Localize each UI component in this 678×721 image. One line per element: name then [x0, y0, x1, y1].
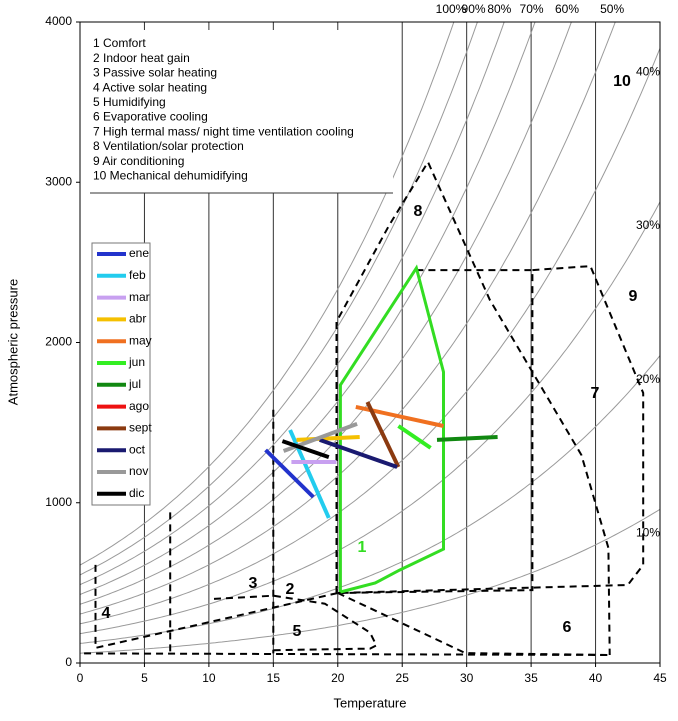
legend-label: nov [129, 464, 148, 478]
rh-label: 60% [555, 2, 579, 16]
zone-label: 3 [249, 575, 258, 592]
rh-label: 80% [487, 2, 511, 16]
zone-label: 9 [629, 288, 638, 305]
legend-label: ago [129, 399, 149, 413]
zone-legend-item: 4 Active solar heating [93, 80, 207, 94]
legend-label: feb [129, 268, 146, 282]
zone-label: 4 [102, 605, 111, 622]
legend-label: oct [129, 442, 146, 456]
y-tick-label: 1000 [45, 495, 72, 509]
rh-label: 50% [600, 2, 624, 16]
x-tick-label: 40 [589, 671, 603, 685]
zone-legend-item: 9 Air conditioning [93, 154, 184, 168]
x-tick-label: 20 [331, 671, 345, 685]
month-line [397, 424, 432, 450]
zone-label: 6 [563, 619, 572, 636]
rh-curve [80, 22, 572, 605]
rh-label: 70% [520, 2, 544, 16]
month-line [319, 438, 398, 469]
rh-curve [80, 508, 660, 654]
zone-outline [337, 269, 534, 594]
legend-label: ene [129, 246, 149, 260]
rh-label: 20% [636, 372, 660, 386]
zone-legend-item: 5 Humidifying [93, 95, 166, 109]
zone-outline [213, 594, 378, 652]
legend-label: dic [129, 486, 144, 500]
comfort-label: 1 [358, 539, 367, 556]
month-legend-box [91, 242, 151, 506]
rh-curve [80, 22, 505, 586]
x-tick-label: 45 [653, 671, 667, 685]
zone-legend-item: 7 High termal mass/ night time ventilati… [93, 124, 354, 138]
rh-curve [80, 201, 660, 635]
y-tick-label: 0 [65, 655, 72, 669]
zone-legend-item: 6 Evaporative cooling [93, 110, 208, 124]
month-line [281, 439, 330, 459]
zone-label: 7 [591, 385, 600, 402]
plot-frame [79, 21, 661, 664]
x-axis-label: Temperature [334, 695, 407, 710]
y-tick-label: 2000 [45, 335, 72, 349]
rh-label: 10% [636, 525, 660, 539]
zone-legend-item: 10 Mechanical dehumidifying [93, 168, 248, 182]
y-axis-label: Atmospheric pressure [5, 279, 20, 405]
legend-label: sept [129, 421, 152, 435]
zone-legend-item: 2 Indoor heat gain [93, 51, 190, 65]
rh-label: 30% [636, 218, 660, 232]
x-tick-label: 35 [524, 671, 538, 685]
x-tick-label: 30 [460, 671, 474, 685]
rh-curve [80, 22, 478, 576]
zone-legend-box [88, 30, 393, 193]
zone-label: 2 [286, 581, 295, 598]
zone-label: 5 [293, 623, 302, 640]
month-line [436, 435, 498, 442]
rh-curve [80, 22, 455, 566]
legend-label: may [129, 333, 152, 347]
x-tick-label: 5 [141, 671, 148, 685]
zone-label: 10 [613, 73, 631, 90]
legend-label: jun [128, 355, 145, 369]
month-line [264, 448, 315, 499]
rh-curve [80, 355, 660, 644]
x-tick-label: 0 [77, 671, 84, 685]
zone-legend-item: 3 Passive solar heating [93, 66, 217, 80]
y-tick-label: 4000 [45, 14, 72, 28]
legend-label: abr [129, 312, 146, 326]
legend-label: mar [129, 290, 150, 304]
rh-label: 40% [636, 64, 660, 78]
zone-outline [335, 159, 611, 656]
zone-outline [94, 564, 339, 650]
zone-legend-item: 8 Ventilation/solar protection [93, 139, 244, 153]
zone-legend-item: 1 Comfort [93, 36, 146, 50]
x-tick-label: 10 [202, 671, 216, 685]
comfort-zone [338, 264, 445, 594]
zone-outline [337, 265, 645, 594]
rh-curve [80, 22, 536, 595]
rh-curve [80, 48, 660, 625]
x-tick-label: 25 [396, 671, 410, 685]
y-tick-label: 3000 [45, 174, 72, 188]
rh-curve [80, 22, 616, 615]
zone-label: 8 [414, 203, 423, 220]
x-tick-label: 15 [267, 671, 281, 685]
month-line [296, 435, 360, 442]
rh-label: 90% [462, 2, 486, 16]
rh-label: 100% [436, 2, 467, 16]
legend-label: jul [128, 377, 141, 391]
month-line [365, 401, 401, 468]
